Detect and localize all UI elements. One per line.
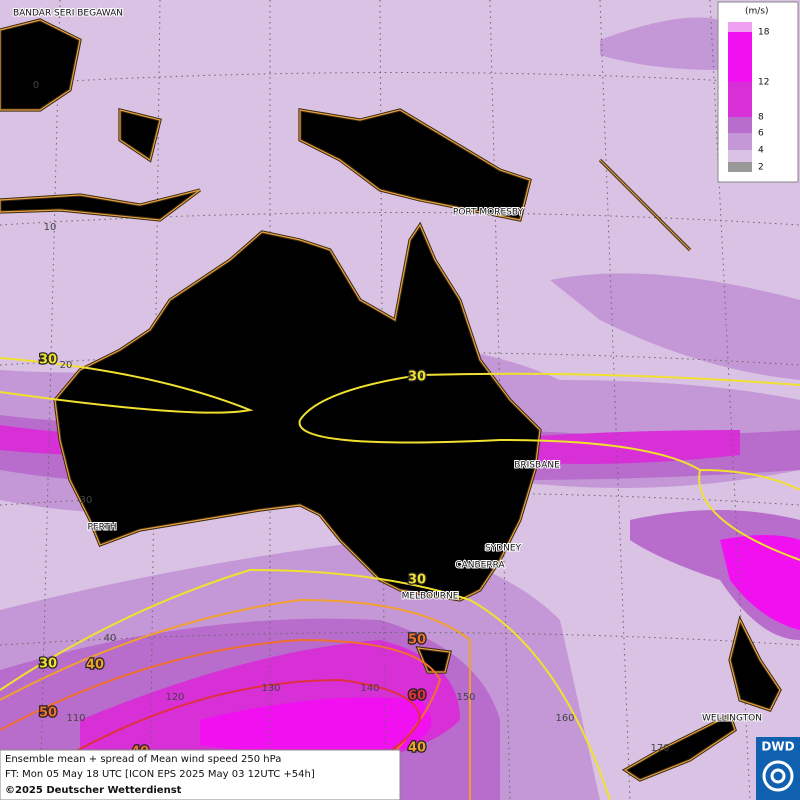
cities: BANDAR SERI BEGAWAN PORT MORESBY PERTH B… xyxy=(12,8,763,725)
legend-unit: (m/s) xyxy=(745,7,769,17)
logo-text: DWD xyxy=(761,740,794,754)
legend-swatch xyxy=(728,117,752,133)
lat-label: 20 xyxy=(60,360,73,371)
legend-swatch xyxy=(728,32,752,82)
lat-label: 10 xyxy=(44,222,57,233)
city-label: BANDAR SERI BEGAWAN xyxy=(13,9,123,19)
lat-label: 0 xyxy=(33,80,39,91)
contour-label: 40 xyxy=(86,658,104,673)
legend-level: 2 xyxy=(758,163,764,173)
footer-line: FT: Mon 05 May 18 UTC [ICON EPS 2025 May… xyxy=(5,769,315,780)
legend-swatch xyxy=(728,162,752,172)
legend-swatch xyxy=(728,22,752,32)
legend-swatch xyxy=(728,82,752,117)
legend: (m/s) 18 12 8 6 4 2 xyxy=(717,1,799,183)
lon-label: 140 xyxy=(360,683,379,694)
contour-label: 60 xyxy=(408,689,426,704)
city-label: MELBOURNE xyxy=(402,592,459,602)
grid-labels: 0 10 20 30 40 110 120 130 140 150 160 17… xyxy=(33,80,670,754)
city-label: BRISBANE xyxy=(514,461,560,471)
lon-label: 150 xyxy=(456,692,475,703)
city-label: CANBERRA xyxy=(455,561,505,571)
footer: Ensemble mean + spread of Mean wind spee… xyxy=(0,749,401,800)
logo: DWD xyxy=(756,737,800,800)
contour-label: 30 xyxy=(408,370,426,385)
logo-icon xyxy=(770,768,786,784)
city-label: SYDNEY xyxy=(485,544,522,554)
legend-swatch xyxy=(728,150,752,162)
lon-label: 130 xyxy=(261,683,280,694)
contour-label: 30 xyxy=(39,657,57,672)
legend-swatch xyxy=(728,133,752,150)
contour-label: 50 xyxy=(39,706,57,721)
lon-label: 110 xyxy=(66,713,85,724)
legend-level: 6 xyxy=(758,129,764,139)
city-label: WELLINGTON xyxy=(702,714,762,724)
contour-label: 30 xyxy=(408,573,426,588)
lat-label: 30 xyxy=(80,495,93,506)
logo-icon xyxy=(762,760,794,792)
legend-level: 18 xyxy=(758,28,770,38)
contour-label: 40 xyxy=(408,741,426,756)
legend-level: 4 xyxy=(758,146,764,156)
lon-label: 160 xyxy=(555,713,574,724)
lat-label: 40 xyxy=(104,633,117,644)
city-label: PERTH xyxy=(88,523,117,533)
legend-level: 8 xyxy=(758,113,764,123)
coastlines xyxy=(0,18,782,782)
footer-line: ©2025 Deutscher Wetterdienst xyxy=(5,785,182,796)
footer-box xyxy=(0,749,401,800)
footer-line: Ensemble mean + spread of Mean wind spee… xyxy=(5,754,281,765)
city-label: PORT MORESBY xyxy=(453,208,524,218)
legend-level: 12 xyxy=(758,78,769,88)
lon-label: 120 xyxy=(165,692,184,703)
contour-label: 50 xyxy=(408,633,426,648)
lon-label: 170 xyxy=(650,743,669,754)
contour-label: 30 xyxy=(39,353,57,368)
